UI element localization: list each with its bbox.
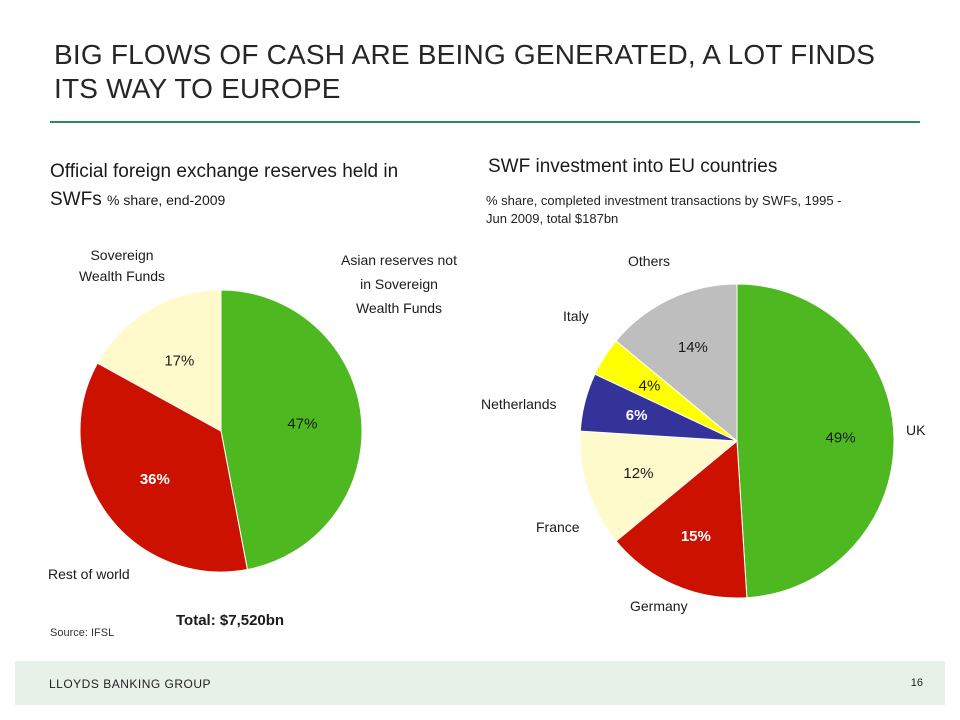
label-france: France — [536, 519, 580, 535]
pie1-value-rest-of-world: 36% — [140, 471, 170, 488]
pie2-slice-germany — [615, 439, 748, 599]
pie1-slice-asian-reserves-not-in-sovereign-wealth-funds — [220, 289, 363, 571]
label-others: Others — [628, 253, 671, 269]
total-label: Total: $7,520bn — [176, 612, 285, 629]
pie2-slice-others — [615, 283, 738, 443]
left-chart-title-sub: % share, end-2009 — [107, 192, 226, 208]
pie2-value-italy: 4% — [639, 377, 661, 394]
pie2-value-netherlands: 6% — [626, 407, 648, 424]
pie2-slice-uk — [736, 283, 895, 599]
pie2-value-uk: 49% — [826, 430, 856, 447]
pie2-value-france: 12% — [623, 465, 653, 482]
left-chart-title-main: Official foreign exchange reserves held … — [50, 161, 399, 210]
pie2-value-germany: 15% — [681, 528, 711, 545]
right-chart-subtitle: % share, completed investment transactio… — [486, 193, 842, 226]
source-note: Source: IFSL — [50, 627, 115, 639]
label-germany: Germany — [630, 598, 688, 614]
label-rest-of-world: Rest of world — [48, 566, 130, 582]
pie1-slice-sovereign-wealth-funds — [96, 289, 222, 432]
title-divider — [50, 121, 920, 123]
footer-brand: LLOYDS BANKING GROUP — [49, 677, 212, 691]
pie2-slice-france — [579, 430, 739, 542]
right-chart-title: SWF investment into EU countries — [488, 156, 778, 177]
page-number: 16 — [910, 677, 923, 689]
label-uk: UK — [906, 422, 926, 438]
footer-bar: LLOYDS BANKING GROUP 16 — [15, 661, 945, 705]
pie1-slice-rest-of-world — [79, 362, 249, 573]
label-sovereign-wealth-funds: Sovereign Wealth Funds — [78, 247, 166, 284]
pie1-value-asian-reserves-not-in-sovereign-wealth-funds: 47% — [287, 415, 317, 432]
pie2-value-others: 14% — [678, 339, 708, 356]
left-chart-title: Official foreign exchange reserves held … — [50, 158, 430, 214]
slide-title: BIG FLOWS OF CASH ARE BEING GENERATED, A… — [54, 39, 876, 104]
label-asian-reserves: Asian reserves not in Sovereign Wealth F… — [341, 252, 457, 316]
label-italy: Italy — [563, 308, 589, 324]
label-netherlands: Netherlands — [481, 396, 557, 412]
pie1-value-sovereign-wealth-funds: 17% — [164, 353, 194, 370]
